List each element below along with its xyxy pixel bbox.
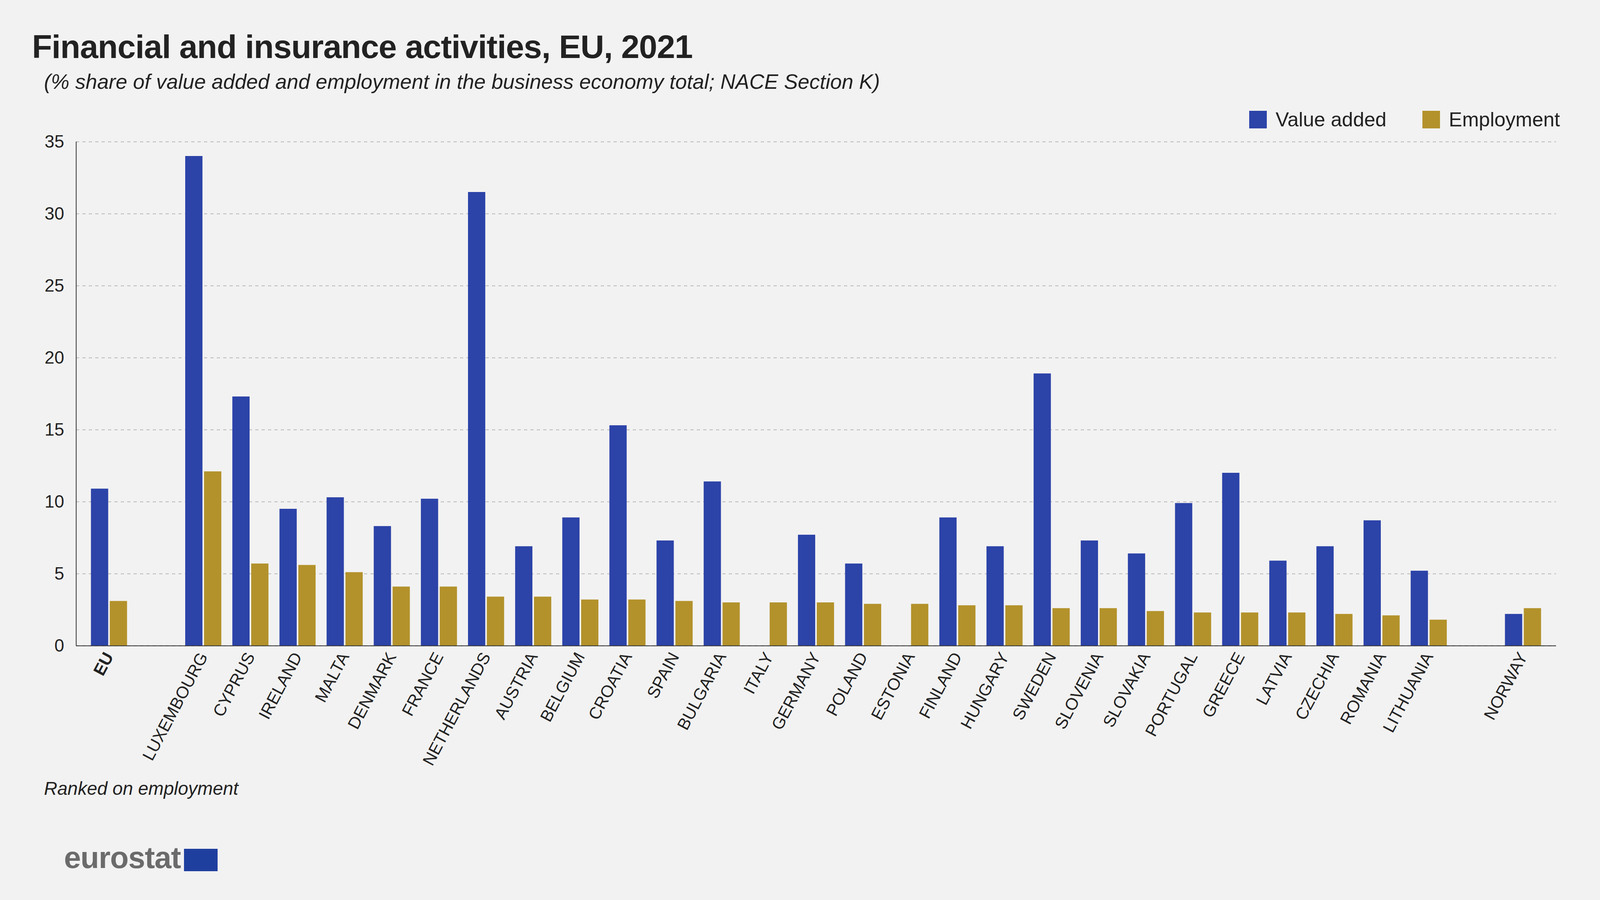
svg-text:0: 0 (54, 635, 64, 656)
svg-text:FRANCE: FRANCE (398, 649, 448, 720)
svg-text:EU: EU (89, 649, 118, 679)
svg-text:BELGIUM: BELGIUM (536, 649, 589, 725)
svg-text:ROMANIA: ROMANIA (1336, 649, 1390, 728)
svg-text:MALTA: MALTA (311, 649, 353, 706)
svg-text:HUNGARY: HUNGARY (956, 649, 1013, 732)
svg-text:GREECE: GREECE (1198, 649, 1249, 721)
svg-text:AUSTRIA: AUSTRIA (490, 649, 542, 723)
svg-text:FINLAND: FINLAND (915, 649, 966, 722)
svg-text:IRELAND: IRELAND (254, 649, 306, 723)
svg-text:LUXEMBOURG: LUXEMBOURG (138, 649, 212, 764)
html-text:Employment: Employment (1448, 108, 1560, 131)
html-text:Financial and insurance activi: Financial and insurance activities, EU, … (32, 28, 693, 65)
svg-text:ESTONIA: ESTONIA (867, 649, 919, 723)
svg-text:SLOVENIA: SLOVENIA (1050, 649, 1107, 733)
svg-text:SPAIN: SPAIN (643, 649, 683, 702)
svg-text:NORWAY: NORWAY (1480, 649, 1532, 723)
svg-text:CROATIA: CROATIA (584, 649, 636, 723)
html-text:Ranked on employment: Ranked on employment (44, 778, 239, 799)
svg-text:POLAND: POLAND (822, 649, 872, 720)
svg-text:CYPRUS: CYPRUS (209, 649, 259, 720)
svg-text:ITALY: ITALY (739, 649, 777, 698)
svg-text:BULGARIA: BULGARIA (673, 649, 730, 734)
svg-text:30: 30 (44, 203, 65, 224)
svg-text:20: 20 (44, 347, 65, 368)
html-text:eurostat: eurostat (64, 840, 181, 875)
svg-text:GERMANY: GERMANY (767, 649, 824, 734)
svg-text:5: 5 (54, 563, 64, 584)
svg-text:SWEDEN: SWEDEN (1008, 649, 1060, 724)
svg-text:CZECHIA: CZECHIA (1291, 649, 1343, 724)
svg-text:25: 25 (44, 275, 65, 296)
svg-text:LITHUANIA: LITHUANIA (1379, 649, 1437, 736)
html-text:Value added: Value added (1275, 108, 1387, 131)
svg-text:35: 35 (44, 133, 65, 152)
svg-text:15: 15 (44, 419, 65, 440)
html-text:(% share of value added and em: (% share of value added and employment i… (44, 70, 880, 94)
svg-text:LATVIA: LATVIA (1252, 649, 1296, 708)
svg-text:10: 10 (44, 491, 65, 512)
svg-text:PORTUGAL: PORTUGAL (1141, 649, 1202, 740)
svg-text:NETHERLANDS: NETHERLANDS (418, 649, 494, 769)
svg-text:SLOVAKIA: SLOVAKIA (1099, 649, 1155, 731)
svg-text:DENMARK: DENMARK (344, 649, 400, 733)
